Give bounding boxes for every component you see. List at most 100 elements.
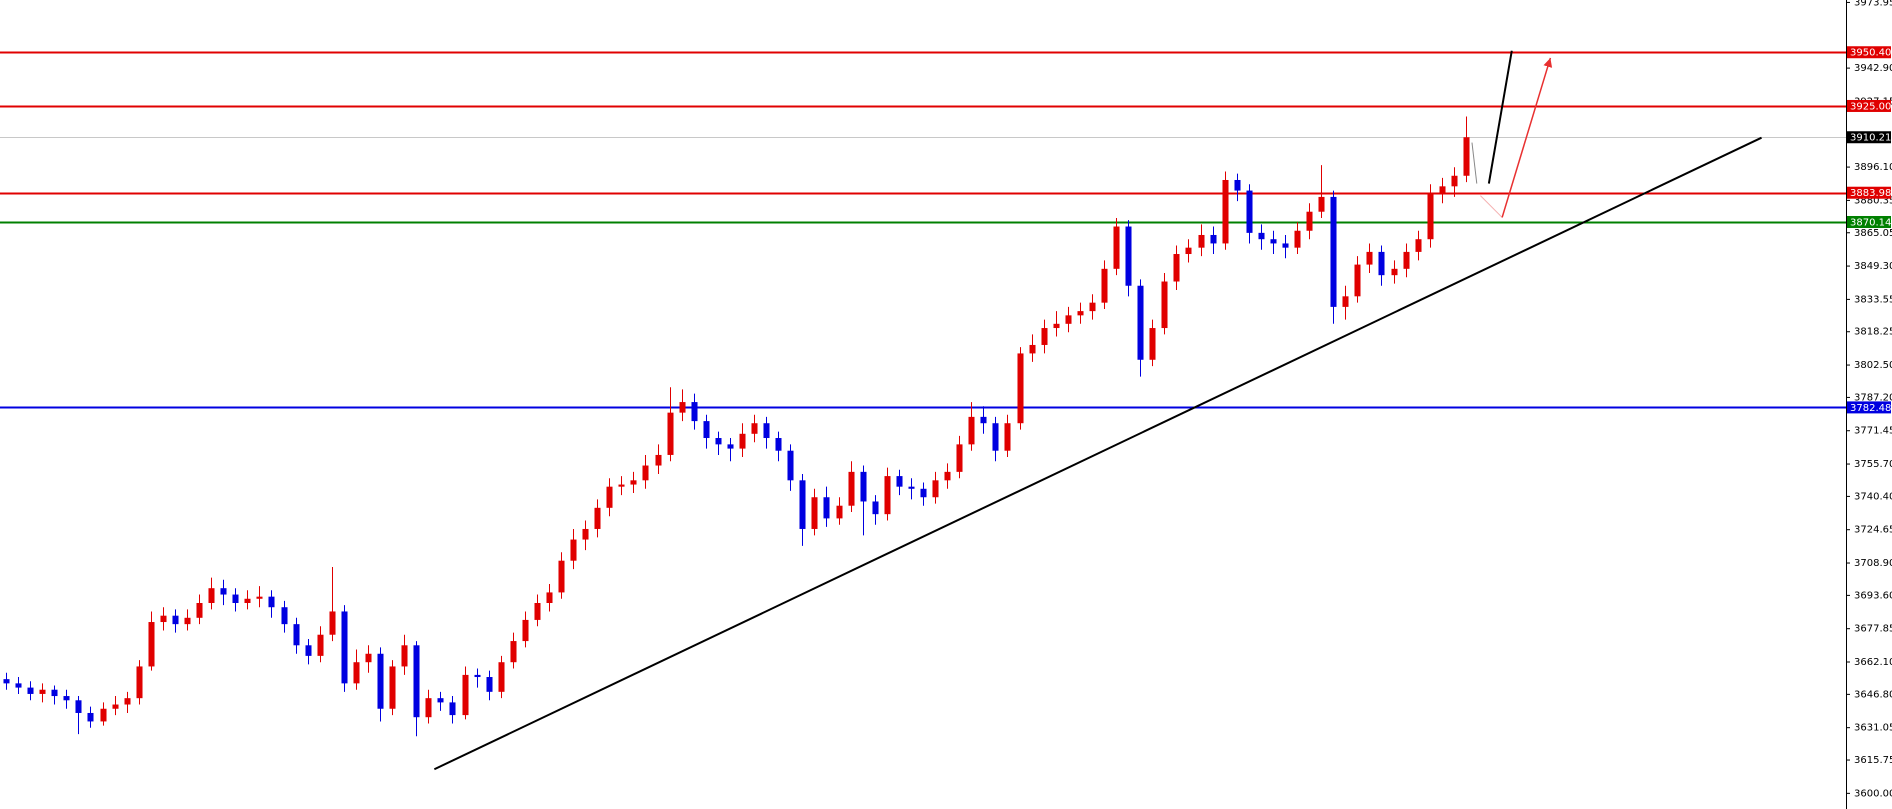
candle-body xyxy=(498,662,505,692)
candle-body xyxy=(655,454,662,466)
candle-body xyxy=(1017,353,1024,424)
y-tick-label: 3740.40 xyxy=(1854,491,1892,502)
candle-body xyxy=(1222,179,1229,244)
candle-body xyxy=(293,624,300,646)
candle-body xyxy=(341,611,348,684)
y-tick-label: 3833.55 xyxy=(1854,294,1892,305)
candle-body xyxy=(1041,328,1048,345)
candle-body xyxy=(75,700,82,713)
candle-body xyxy=(1053,323,1060,329)
level-label-bg xyxy=(1847,46,1891,59)
level-label-bg xyxy=(1847,215,1891,228)
candle-body xyxy=(642,465,649,481)
candle-body xyxy=(136,666,143,699)
candle-body xyxy=(884,476,891,515)
candle-body xyxy=(1149,328,1156,360)
candle-body xyxy=(39,689,46,694)
candle-body xyxy=(365,653,372,663)
level-label: 3782.48 xyxy=(1850,403,1891,414)
level-label-bg xyxy=(1847,131,1891,144)
y-tick-label: 3631.05 xyxy=(1854,723,1892,734)
candle-body xyxy=(836,505,843,519)
candle-body xyxy=(1439,186,1446,193)
candle-body xyxy=(1185,247,1192,255)
drawing-line xyxy=(433,136,1762,771)
level-label: 3950.40 xyxy=(1850,48,1891,59)
candle-body xyxy=(51,689,58,697)
candle-body xyxy=(582,528,589,540)
candle-body xyxy=(353,662,360,684)
candle-body xyxy=(437,698,444,703)
candle-body xyxy=(1161,281,1168,329)
candle-body xyxy=(848,471,855,506)
candle-body xyxy=(703,421,710,439)
drawing-line xyxy=(1487,50,1513,184)
candle-body xyxy=(1101,268,1108,303)
candle-body xyxy=(1113,226,1120,269)
candle-body xyxy=(992,423,999,451)
y-tick-label: 3865.05 xyxy=(1854,228,1892,239)
candle-body xyxy=(1210,234,1217,244)
y-tick-label: 3662.10 xyxy=(1854,657,1892,668)
candle-body xyxy=(811,497,818,529)
candle-body xyxy=(1089,302,1096,312)
candle-body xyxy=(1029,344,1036,354)
candle-body xyxy=(1173,254,1180,282)
candle-body xyxy=(787,450,794,481)
candle-body xyxy=(305,645,312,656)
candle-body xyxy=(3,679,10,684)
candle-body xyxy=(1137,285,1144,360)
candle-body xyxy=(63,696,70,701)
candle-body xyxy=(268,596,275,608)
candle-body xyxy=(281,607,288,625)
candle-body xyxy=(1234,179,1241,191)
candle-body xyxy=(908,486,915,489)
level-label: 3870.14 xyxy=(1850,217,1891,228)
candle-body xyxy=(558,560,565,593)
candle-body xyxy=(329,611,336,635)
candle-body xyxy=(1077,311,1084,316)
y-tick-label: 3818.25 xyxy=(1854,327,1892,338)
candle-body xyxy=(462,674,469,716)
candle-body xyxy=(570,539,577,561)
candle-body xyxy=(1427,192,1434,240)
candle-body xyxy=(823,497,830,519)
candle-body xyxy=(112,704,119,709)
y-tick-label: 3896.10 xyxy=(1854,162,1892,173)
candle-body xyxy=(377,653,384,709)
candle-body xyxy=(1270,239,1277,244)
y-tick-label: 3693.60 xyxy=(1854,590,1892,601)
candle-body xyxy=(124,698,131,705)
candle-body xyxy=(100,708,107,722)
drawing-line xyxy=(1471,142,1478,184)
level-label-bg xyxy=(1847,186,1891,199)
candle-body xyxy=(317,634,324,656)
y-tick-label: 3880.35 xyxy=(1854,195,1892,206)
candle-body xyxy=(980,416,987,424)
candle-body xyxy=(425,698,432,718)
candle-body xyxy=(1246,190,1253,233)
candle-body xyxy=(1330,196,1337,307)
y-tick-label: 3771.45 xyxy=(1854,426,1892,437)
candle-body xyxy=(27,687,34,694)
candle-body xyxy=(1065,315,1072,324)
y-tick-label: 3787.20 xyxy=(1854,392,1892,403)
candle-body xyxy=(413,645,420,718)
candle-body xyxy=(860,471,867,502)
level-label-bg xyxy=(1847,401,1891,414)
candle-body xyxy=(449,702,456,716)
candle-body xyxy=(486,677,493,692)
candle-body xyxy=(87,712,94,722)
candle-body xyxy=(389,666,396,709)
candle-body xyxy=(1391,268,1398,276)
candle-body xyxy=(1354,264,1361,297)
candle-body xyxy=(1318,196,1325,212)
candle-body xyxy=(679,402,686,413)
y-tick-label: 3724.65 xyxy=(1854,525,1892,536)
candle-body xyxy=(172,615,179,625)
level-label: 3883.98 xyxy=(1850,188,1891,199)
level-label: 3910.21 xyxy=(1850,133,1891,144)
candle-body xyxy=(1451,175,1458,187)
